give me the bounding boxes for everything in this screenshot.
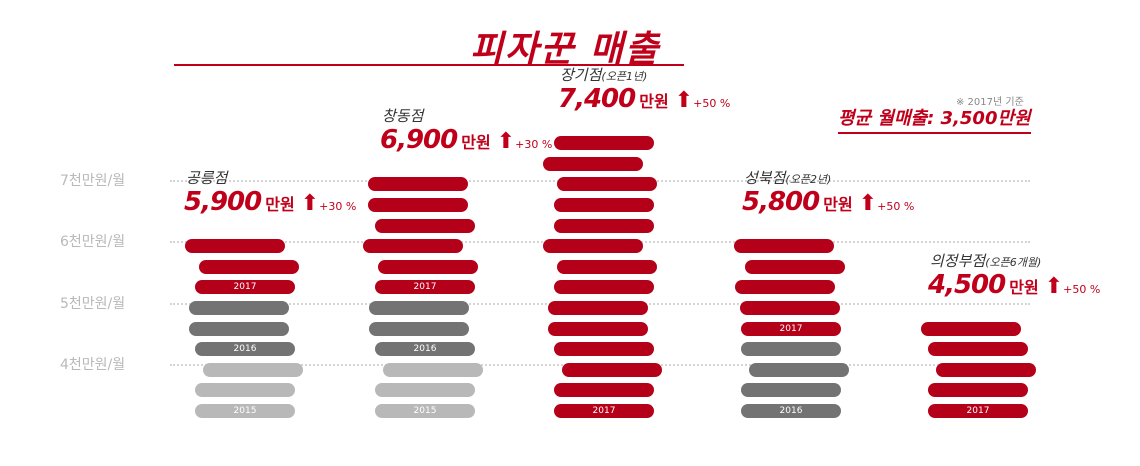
store-sales: 5,900 만원 ⬆+30 %	[184, 187, 356, 217]
sales-bar-2017	[557, 259, 657, 274]
sales-unit: 만원	[1009, 277, 1039, 297]
store-name: 장기점(오픈1년)	[560, 64, 647, 85]
sales-bar-2016: 2016	[195, 342, 295, 357]
sales-bar-2017: 2017	[554, 404, 654, 418]
arrow-up-icon: ⬆	[858, 191, 878, 217]
y-tick-label: 4천만원/월	[60, 357, 126, 373]
sales-unit: 만원	[461, 133, 491, 153]
sales-bar-2016	[741, 383, 841, 398]
arrow-up-icon: ⬆	[496, 129, 516, 155]
store-open-note: (오픈6개월)	[985, 255, 1042, 269]
sales-bar-2017	[199, 259, 299, 274]
sales-unit: 만원	[639, 92, 669, 112]
sales-bar-2016	[741, 342, 841, 357]
sales-value: 5,800	[742, 187, 820, 218]
sales-bar-2017	[740, 301, 840, 315]
sales-bar-2015	[375, 383, 475, 398]
store-open-note: (오픈1년)	[601, 70, 648, 84]
sales-bar-2017	[363, 239, 463, 254]
sales-value: 7,400	[558, 84, 636, 115]
sales-bar-2017	[554, 342, 654, 357]
sales-bar-2017	[548, 301, 648, 315]
sales-bar-2017	[554, 136, 654, 151]
growth-rate: +50 %	[877, 200, 915, 214]
sales-bar-2017	[921, 321, 1021, 336]
sales-unit: 만원	[823, 195, 853, 215]
store-name-text: 의정부점	[930, 251, 986, 270]
sales-bar-2017	[735, 280, 835, 295]
sales-bar-2015: 2015	[375, 404, 475, 418]
sales-bar-2016	[369, 321, 469, 336]
sales-value: 5,900	[184, 187, 262, 218]
store-name-text: 공릉점	[186, 169, 228, 188]
sales-bar-2017	[368, 198, 468, 212]
sales-bar-2017	[554, 280, 654, 295]
sales-bar-2016	[369, 301, 469, 315]
sales-bar-2017: 2017	[928, 404, 1028, 418]
sales-bar-2016	[189, 301, 289, 315]
sales-bar-2017	[554, 198, 654, 212]
sales-bar-2017	[368, 177, 468, 192]
sales-bar-2017	[745, 259, 845, 274]
sales-bar-2017	[928, 342, 1028, 357]
y-tick-label: 7천만원/월	[60, 173, 126, 189]
basis-note: ※ 2017년 기준	[956, 97, 1024, 108]
y-tick-label: 5천만원/월	[60, 296, 126, 312]
sales-bar-2017: 2017	[741, 321, 841, 336]
sales-bar-2017	[562, 362, 662, 377]
store-name: 의정부점(오픈6개월)	[930, 250, 1041, 271]
sales-value: 4,500	[928, 269, 1006, 300]
growth-rate: +50 %	[693, 97, 731, 111]
store-open-note: (오픈2년)	[785, 173, 832, 187]
growth-rate: +30 %	[319, 200, 357, 214]
average-sales: 평균 월매출: 3,500만원	[838, 104, 1031, 134]
sales-bar-2017	[543, 156, 643, 171]
arrow-up-icon: ⬆	[1044, 273, 1064, 299]
sales-bar-2017	[185, 239, 285, 254]
sales-unit: 만원	[265, 195, 295, 215]
sales-bar-2015: 2015	[195, 404, 295, 418]
sales-bar-2016	[189, 321, 289, 336]
sales-bar-2016	[749, 362, 849, 377]
growth-rate: +50 %	[1063, 282, 1101, 296]
sales-bar-2017	[554, 383, 654, 398]
sales-bar-2017: 2017	[375, 280, 475, 295]
store-name: 성북점(오픈2년)	[744, 167, 831, 188]
sales-bar-2017	[375, 218, 475, 233]
sales-bar-2016: 2016	[741, 404, 841, 418]
y-tick-label: 6천만원/월	[60, 234, 126, 250]
store-name-text: 창동점	[382, 107, 424, 126]
sales-bar-2015	[195, 383, 295, 398]
sales-value: 6,900	[380, 125, 458, 156]
sales-bar-2016: 2016	[375, 342, 475, 357]
sales-bar-2017	[548, 321, 648, 336]
sales-bar-2017	[543, 239, 643, 254]
sales-bar-2017	[554, 218, 654, 233]
sales-bar-2017	[928, 383, 1028, 398]
arrow-up-icon: ⬆	[674, 88, 694, 114]
store-sales: 7,400 만원 ⬆+50 %	[558, 84, 730, 114]
sales-bar-2017: 2017	[195, 280, 295, 295]
store-name: 공릉점	[186, 167, 227, 188]
arrow-up-icon: ⬆	[300, 191, 320, 217]
store-sales: 6,900 만원 ⬆+30 %	[380, 125, 552, 155]
sales-bar-2017	[557, 177, 657, 192]
title-underline	[174, 64, 684, 66]
store-sales: 5,800 만원 ⬆+50 %	[742, 187, 914, 217]
store-name-text: 성북점	[744, 169, 786, 188]
sales-bar-2017	[936, 362, 1036, 377]
store-name-text: 장기점	[560, 66, 602, 85]
sales-bar-2017	[734, 239, 834, 254]
sales-bar-2015	[383, 362, 483, 377]
chart-title: 피자꾼 매출	[470, 29, 661, 70]
growth-rate: +30 %	[515, 138, 553, 152]
sales-bar-2015	[203, 362, 303, 377]
sales-bar-2017	[378, 259, 478, 274]
store-sales: 4,500 만원 ⬆+50 %	[928, 270, 1100, 300]
store-name: 창동점	[382, 105, 423, 126]
